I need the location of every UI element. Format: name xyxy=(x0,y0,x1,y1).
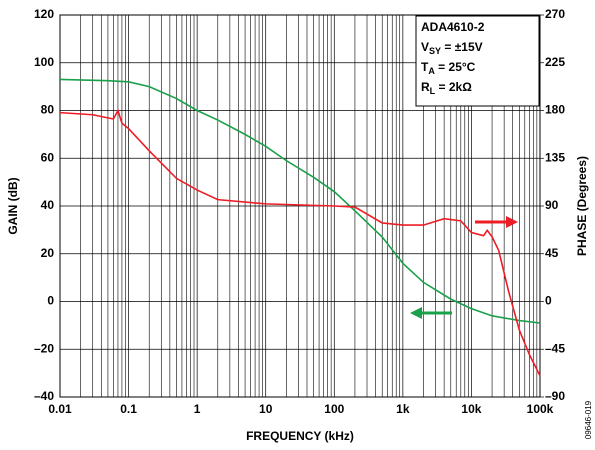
y2-tick-label: 45 xyxy=(545,246,559,260)
y-tick-label: 80 xyxy=(41,103,55,117)
x-tick-label: 0.1 xyxy=(120,402,137,416)
condition-text: RL = 2kΩ xyxy=(421,80,472,96)
y-tick-label: 100 xyxy=(34,55,54,69)
condition-symbol: R xyxy=(421,80,430,94)
y-tick-label: –20 xyxy=(34,341,54,355)
y-tick-label: 20 xyxy=(41,246,55,260)
x-tick-label: 10 xyxy=(259,402,273,416)
y2-tick-label: 90 xyxy=(545,198,559,212)
condition-subscript: L xyxy=(430,86,436,96)
condition-text: VSY = ±15V xyxy=(421,40,483,56)
condition-symbol: V xyxy=(421,40,429,54)
condition-text: ADA4610-2 xyxy=(421,20,485,34)
x-tick-label: 10k xyxy=(461,402,481,416)
condition-text: TA = 25°C xyxy=(421,60,476,76)
x-axis-label: FREQUENCY (kHz) xyxy=(246,429,354,443)
y2-tick-label: 0 xyxy=(545,294,552,308)
x-tick-label: 100 xyxy=(324,402,344,416)
y-tick-label: 120 xyxy=(34,7,54,21)
y2-tick-label: 270 xyxy=(545,7,565,21)
phase-arrow-head xyxy=(506,216,518,228)
y-axis-label: GAIN (dB) xyxy=(6,177,20,234)
y2-tick-label: 180 xyxy=(545,103,565,117)
y-tick-label: 60 xyxy=(41,150,55,164)
y-tick-label: –40 xyxy=(34,389,54,403)
gain-arrow-head xyxy=(410,307,422,319)
figure-id: 09646-019 xyxy=(584,400,593,439)
y-tick-label: 40 xyxy=(41,198,55,212)
conditions-box xyxy=(415,15,540,107)
condition-subscript: SY xyxy=(429,46,441,56)
condition-subscript: A xyxy=(428,66,435,76)
axis-arrows xyxy=(410,216,518,319)
condition-symbol: T xyxy=(421,60,429,74)
x-tick-label: 1k xyxy=(396,402,410,416)
condition-value: = 2kΩ xyxy=(435,80,472,94)
y2-tick-label: 135 xyxy=(545,150,565,164)
series-line xyxy=(59,78,541,324)
x-tick-label: 100k xyxy=(527,402,554,416)
y2-tick-label: –90 xyxy=(545,389,565,403)
condition-value: = ±15V xyxy=(441,40,483,54)
x-tick-label: 0.01 xyxy=(48,402,72,416)
y2-tick-label: 225 xyxy=(545,55,565,69)
y2-axis-label: PHASE (Degrees) xyxy=(575,156,589,256)
condition-value: ADA4610-2 xyxy=(421,20,485,34)
series-line xyxy=(59,108,541,377)
y2-tick-label: –45 xyxy=(545,341,565,355)
plot-frame xyxy=(59,14,541,398)
condition-value: = 25°C xyxy=(435,60,476,74)
x-tick-label: 1 xyxy=(194,402,201,416)
y-tick-label: 0 xyxy=(47,294,54,308)
